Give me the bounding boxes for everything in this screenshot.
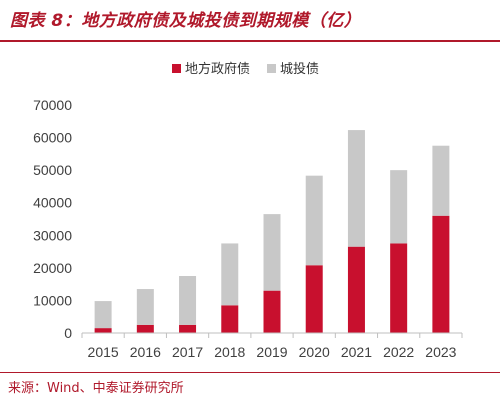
legend-swatch-local-gov-bond (172, 64, 181, 73)
chart-legend: 地方政府债 城投债 (172, 61, 319, 77)
y-tick-label: 30000 (33, 227, 72, 243)
bar-local-gov-bond (347, 246, 365, 333)
bar-local-gov-bond (305, 265, 323, 333)
legend-label: 地方政府债 (185, 61, 250, 77)
x-axis: 2015 2016 2017 2018 2019 2020 2021 2022 2023 (81, 332, 463, 360)
x-tick-label: 2017 (172, 344, 203, 360)
x-tick-label: 2018 (214, 344, 245, 360)
bar-series-group (94, 130, 450, 333)
y-tick-label: 60000 (33, 130, 72, 146)
x-tick-label: 2021 (341, 344, 372, 360)
bar-lgfv-bond (347, 130, 365, 247)
bar-lgfv-bond (221, 243, 239, 306)
y-tick-label: 70000 (33, 97, 72, 113)
y-tick-label: 20000 (33, 260, 72, 276)
bar-lgfv-bond (179, 276, 197, 325)
x-tick-label: 2016 (130, 344, 161, 360)
title-divider (0, 40, 500, 42)
bar-local-gov-bond (94, 328, 112, 333)
bar-lgfv-bond (305, 175, 323, 266)
source-note: 来源：Wind、中泰证券研究所 (8, 381, 184, 396)
bar-lgfv-bond (94, 301, 112, 329)
legend-label: 城投债 (280, 61, 319, 77)
bar-lgfv-bond (432, 145, 450, 216)
x-tick-label: 2023 (425, 344, 456, 360)
y-tick-label: 40000 (33, 195, 72, 211)
bar-local-gov-bond (263, 290, 281, 333)
bar-lgfv-bond (390, 170, 408, 244)
bar-local-gov-bond (390, 243, 408, 333)
bar-local-gov-bond (432, 215, 450, 333)
y-axis: 0 10000 20000 30000 40000 50000 60000 70000 (33, 97, 72, 341)
bar-lgfv-bond (263, 214, 281, 291)
x-tick-label: 2015 (88, 344, 119, 360)
y-tick-label: 0 (64, 325, 72, 341)
bar-local-gov-bond (221, 305, 239, 333)
figure-title: 图表 8：地方政府债及城投债到期规模（亿） (10, 11, 362, 31)
source-divider (0, 372, 500, 373)
bar-local-gov-bond (136, 324, 154, 333)
bar-local-gov-bond (179, 324, 197, 333)
x-tick-label: 2020 (299, 344, 330, 360)
x-tick-label: 2019 (256, 344, 287, 360)
y-tick-label: 10000 (33, 292, 72, 308)
x-tick-label: 2022 (383, 344, 414, 360)
legend-swatch-lgfv-bond (267, 64, 276, 73)
bar-lgfv-bond (136, 289, 154, 325)
y-tick-label: 50000 (33, 162, 72, 178)
